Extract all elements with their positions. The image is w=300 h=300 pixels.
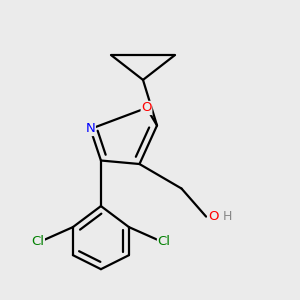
Text: Cl: Cl [158, 235, 170, 248]
Text: O: O [208, 210, 218, 223]
Text: N: N [85, 122, 95, 136]
Text: O: O [141, 101, 152, 114]
Text: Cl: Cl [31, 235, 44, 248]
Text: H: H [223, 210, 232, 223]
